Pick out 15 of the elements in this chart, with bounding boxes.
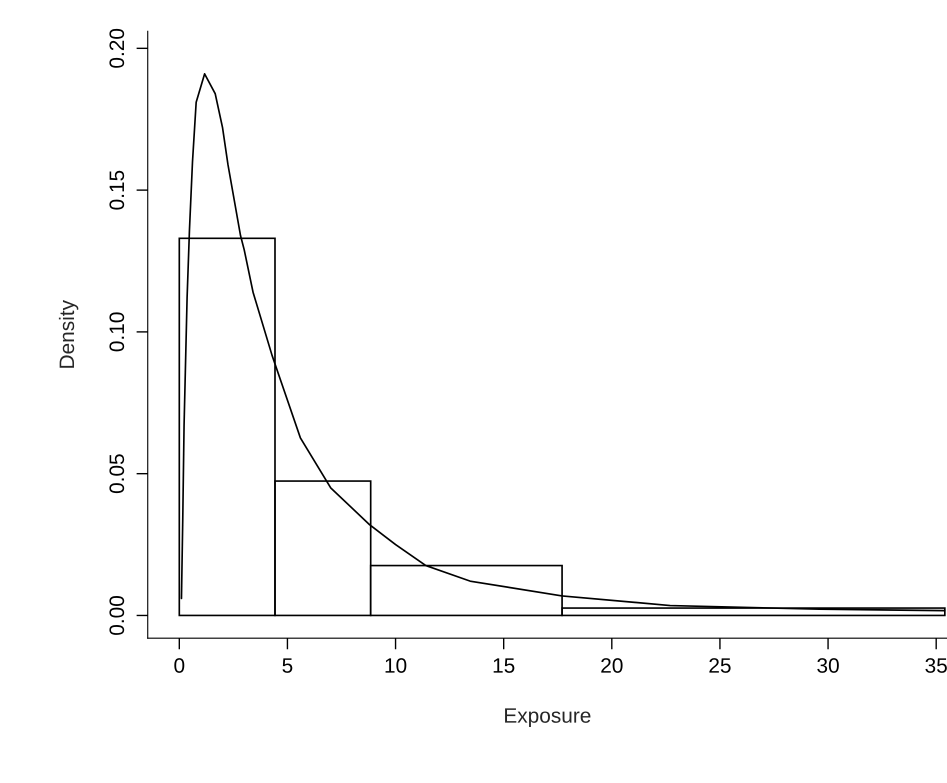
x-tick-label: 35 (925, 658, 947, 673)
x-tick-label: 25 (709, 658, 731, 673)
x-tick-label: 0 (174, 658, 184, 673)
y-tick-label: 0.15 (109, 170, 124, 210)
x-tick-label: 20 (601, 658, 623, 673)
x-tick-label: 10 (386, 658, 406, 673)
y-tick-label: 0.20 (109, 28, 124, 68)
y-tick-label: 0.00 (109, 596, 124, 635)
y-axis-title: Density (58, 300, 78, 368)
y-tick-label: 0.10 (109, 312, 124, 352)
x-tick-label: 30 (817, 658, 839, 673)
x-tick-label: 15 (494, 658, 514, 673)
y-tick-label: 0.05 (109, 454, 124, 494)
x-axis-title: Exposure (505, 708, 590, 727)
x-tick-label: 5 (282, 658, 292, 673)
